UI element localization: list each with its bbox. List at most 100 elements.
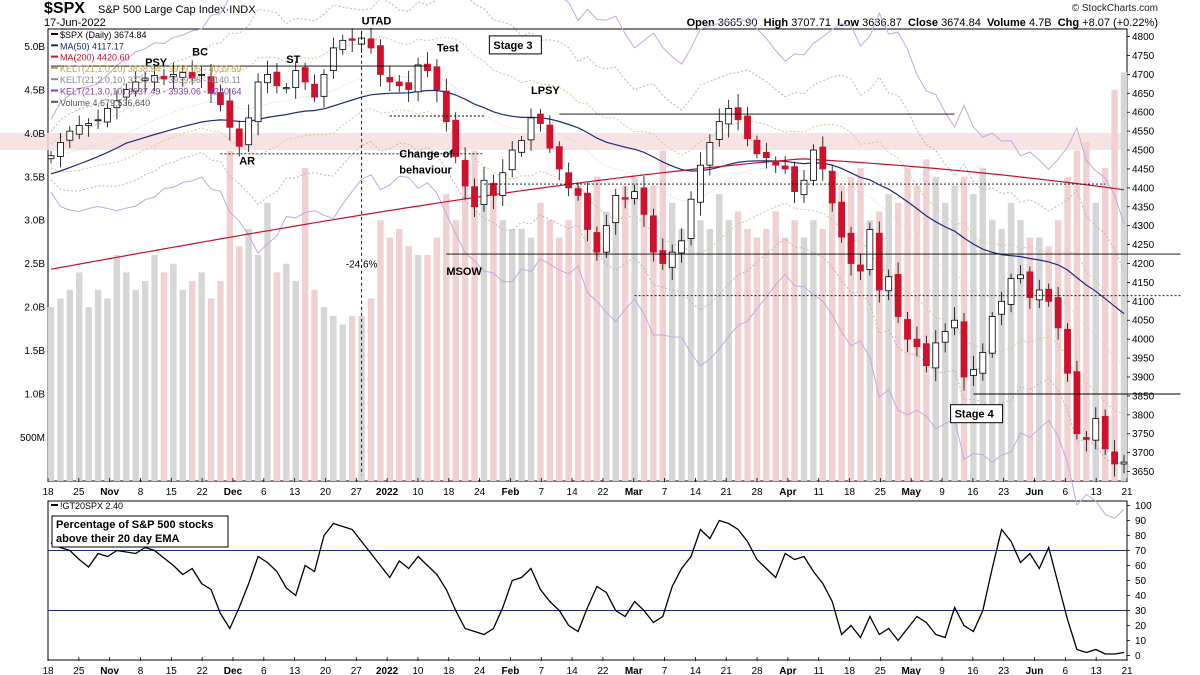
candle-body <box>744 115 751 140</box>
volume-bar <box>1101 168 1109 482</box>
high-value: 3707.71 <box>791 17 831 29</box>
volume-bar <box>226 150 234 481</box>
price-tick-label: 4350 <box>1132 202 1155 213</box>
candle-body <box>828 170 836 204</box>
price-x-tick-label: 22 <box>597 487 609 498</box>
volume-bar <box>518 228 525 481</box>
candle-body <box>414 64 422 93</box>
candle-body <box>433 66 441 90</box>
keltner-midline <box>50 74 1125 367</box>
candle-body <box>254 81 262 123</box>
breadth-tick-label: 40 <box>1135 591 1147 602</box>
candle-body <box>264 73 271 84</box>
price-tick-label: 4400 <box>1132 183 1155 194</box>
volume-bar <box>217 281 224 481</box>
price-tick-label: 4100 <box>1132 297 1155 308</box>
candle-body <box>508 149 516 171</box>
candle-body <box>781 165 789 170</box>
volume-bar <box>640 202 648 481</box>
price-x-tick-label: Jun <box>1026 487 1044 498</box>
volume-bar <box>1007 202 1015 481</box>
candle-body <box>226 100 234 128</box>
price-x-tick-label: 7 <box>662 487 668 498</box>
volume-bar <box>480 194 488 481</box>
breadth-x-tick-label: 24 <box>474 666 486 675</box>
volume-bar <box>301 168 309 482</box>
chart-date: 17-Jun-2022 <box>44 17 106 29</box>
candle-body <box>1017 274 1024 280</box>
chg-label: Chg <box>1057 17 1080 29</box>
volume-bar <box>621 185 629 481</box>
candle-body <box>574 188 582 196</box>
breadth-x-tick-label: 15 <box>166 666 178 675</box>
breadth-tick-label: 70 <box>1135 546 1147 557</box>
volume-bar <box>659 150 666 481</box>
breadth-x-tick-label: 11 <box>814 666 825 675</box>
candle-body <box>132 81 140 92</box>
volume-bar <box>857 168 864 482</box>
volume-bar <box>1036 237 1043 481</box>
volume-bar <box>810 220 817 481</box>
legend-swatch <box>51 55 58 58</box>
candle-body <box>857 264 864 272</box>
volume-bar <box>734 211 742 482</box>
volume-bar <box>876 211 883 482</box>
annotation-label: UTAD <box>362 15 392 27</box>
breadth-x-tick-label: 13 <box>289 666 301 675</box>
breadth-title-box <box>51 515 229 548</box>
candle-body <box>800 179 808 196</box>
volume-bar <box>264 202 271 481</box>
candle-body <box>1073 371 1081 435</box>
volume-bar <box>490 185 497 481</box>
price-x-tick-label: 22 <box>197 487 209 498</box>
price-tick-label: 3800 <box>1132 410 1155 421</box>
price-x-tick-label: 11 <box>814 487 825 498</box>
price-x-tick-label: 25 <box>875 487 887 498</box>
candle-body <box>141 77 149 81</box>
price-x-tick-label: 27 <box>351 487 363 498</box>
volume-bar <box>471 150 478 481</box>
candle-body <box>565 172 573 189</box>
candle-body <box>631 191 638 199</box>
candle-body <box>1026 271 1034 298</box>
breadth-tick-label: 100 <box>1135 501 1152 512</box>
candle-body <box>94 119 102 122</box>
breadth-x-tick-label: 25 <box>73 666 85 675</box>
volume-bar <box>104 298 111 481</box>
candle-body <box>160 75 168 80</box>
annotation-label: PSY <box>145 57 168 69</box>
candle-body <box>198 73 205 76</box>
candle-body <box>998 300 1006 315</box>
breadth-tick-label: 20 <box>1135 621 1147 632</box>
candle-body <box>847 232 855 264</box>
legend-entry: Volume 4,679,536,640 <box>60 98 150 108</box>
candle-body <box>913 338 921 348</box>
price-x-tick-label: Dec <box>224 487 243 498</box>
volume-bar <box>123 272 130 481</box>
volume-tick-label: 2.0B <box>24 303 45 314</box>
candle-body <box>461 159 469 187</box>
candle-body <box>57 142 64 157</box>
breadth-x-tick-label: 2022 <box>376 666 399 675</box>
breadth-tick-label: 0 <box>1135 651 1141 662</box>
breadth-tick-label: 90 <box>1135 516 1147 527</box>
volume-bar <box>292 281 299 481</box>
volume-bar <box>47 307 55 481</box>
price-tick-label: 4450 <box>1132 164 1155 175</box>
resistance-zone <box>0 133 1127 151</box>
price-x-tick-label: 6 <box>261 487 267 498</box>
price-x-tick-label: 23 <box>998 487 1010 498</box>
volume-tick-label: 1.5B <box>24 346 45 357</box>
price-x-tick-label: Apr <box>779 487 796 498</box>
candle-body <box>555 146 563 170</box>
candle-body <box>649 215 657 253</box>
price-x-tick-label: 20 <box>320 487 332 498</box>
volume-bar <box>1083 142 1090 481</box>
volume-bar <box>132 289 139 481</box>
ma200-line <box>50 158 1125 270</box>
volume-bar <box>1045 246 1052 481</box>
volume-tick-label: 2.5B <box>24 259 45 270</box>
volume-bar <box>772 211 779 482</box>
candle-body <box>471 186 478 208</box>
candle-body <box>1101 415 1109 450</box>
